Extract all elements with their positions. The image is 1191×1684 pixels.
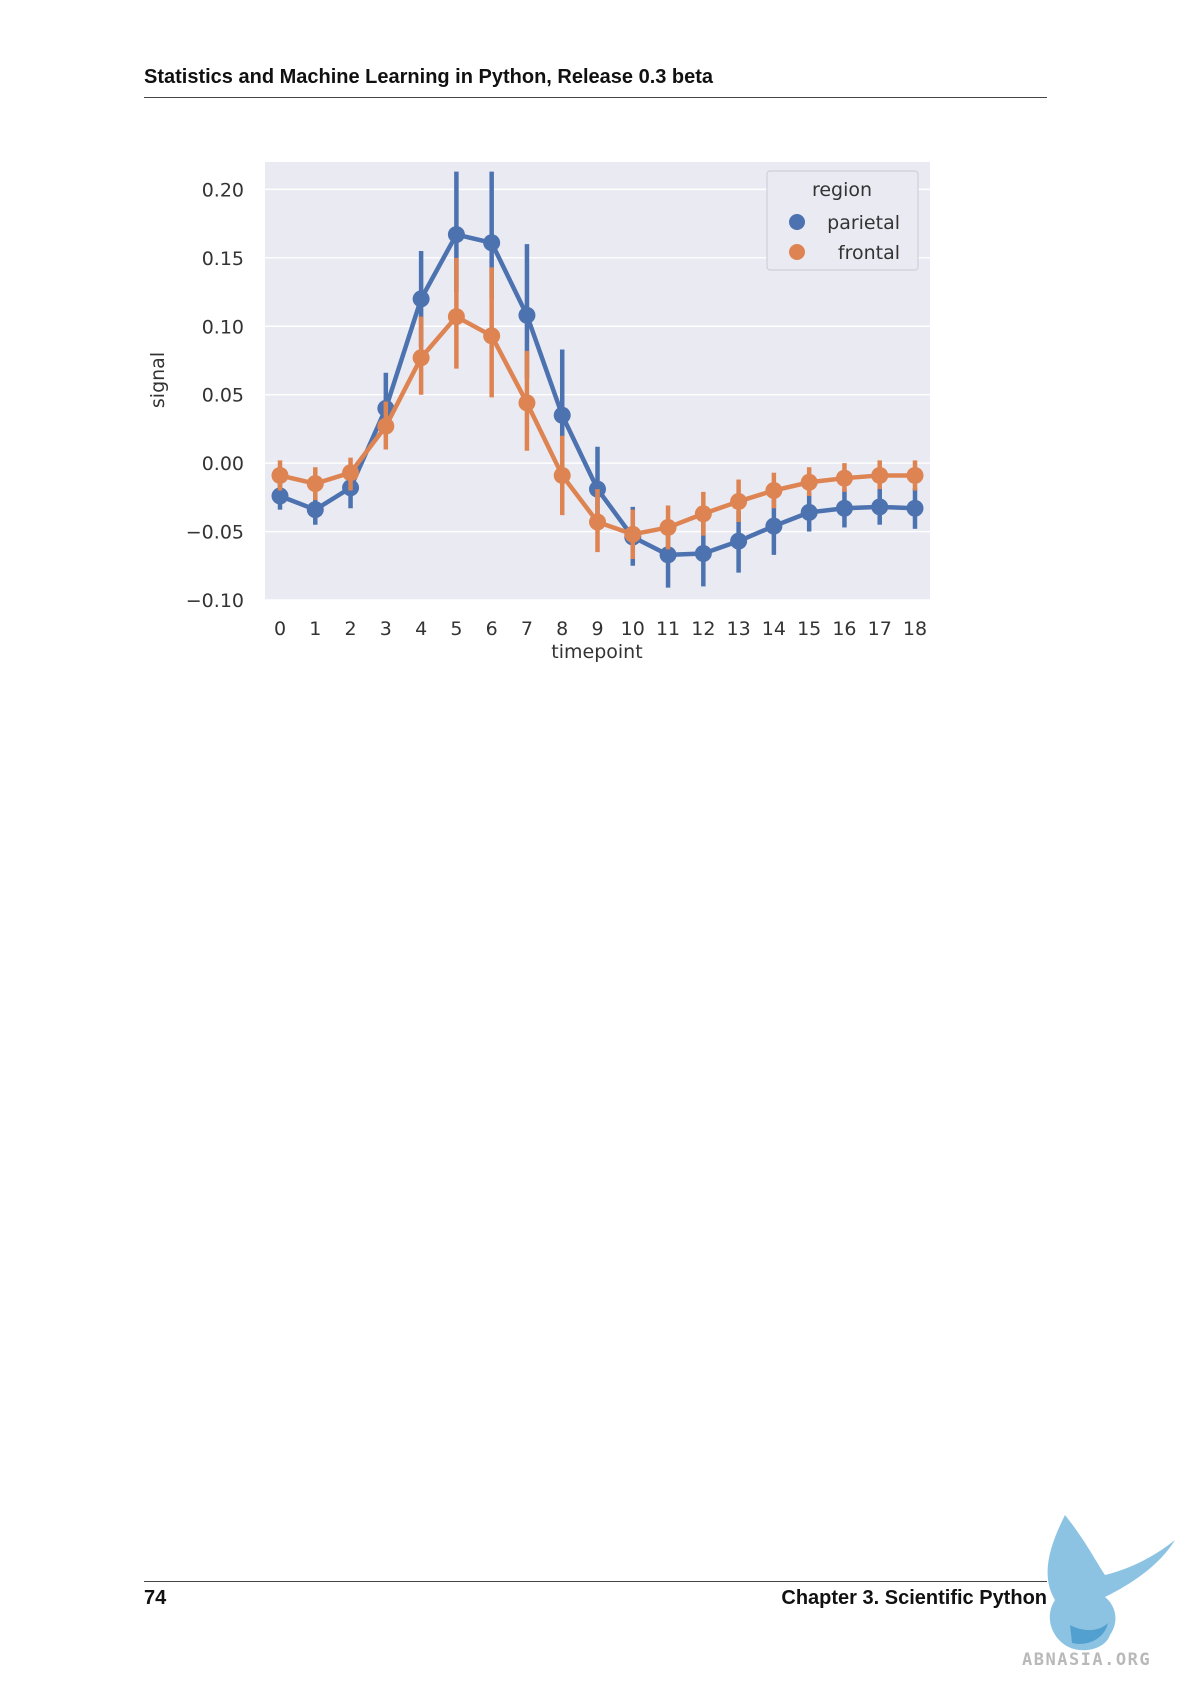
series-frontal xyxy=(271,257,924,559)
page-number: 74 xyxy=(144,1587,167,1609)
x-tick-label: 18 xyxy=(903,618,927,640)
y-tick-label: 0.00 xyxy=(202,453,244,475)
data-point-frontal xyxy=(553,466,571,484)
y-tick-label: 0.10 xyxy=(202,316,244,338)
data-point-frontal xyxy=(271,466,289,484)
x-tick-label: 0 xyxy=(274,618,286,640)
data-point-frontal xyxy=(518,394,536,412)
y-tick-label: 0.20 xyxy=(202,179,244,201)
data-point-frontal xyxy=(447,308,465,326)
data-point-frontal xyxy=(377,417,395,435)
x-tick-label: 13 xyxy=(727,618,751,640)
header-rule xyxy=(144,97,1047,98)
y-axis-label: signal xyxy=(147,352,169,408)
x-tick-label: 17 xyxy=(868,618,892,640)
data-point-parietal xyxy=(306,501,324,519)
legend-box xyxy=(766,170,919,271)
running-header: Statistics and Machine Learning in Pytho… xyxy=(144,66,714,88)
y-tick-labels: 0.20 0.15 0.10 0.05 0.00 −0.05 −0.10 xyxy=(186,179,244,612)
legend-marker-frontal xyxy=(789,244,805,260)
data-point-parietal xyxy=(483,234,501,252)
data-point-frontal xyxy=(730,492,748,510)
data-point-frontal xyxy=(624,525,642,543)
data-point-frontal xyxy=(483,327,501,345)
chapter-title: Chapter 3. Scientific Python xyxy=(781,1587,1047,1609)
y-tick-label: −0.10 xyxy=(186,590,244,612)
y-tick-label: 0.15 xyxy=(202,248,244,270)
data-point-parietal xyxy=(271,487,289,505)
x-tick-label: 14 xyxy=(762,618,786,640)
x-tick-label: 3 xyxy=(380,618,392,640)
x-tick-label: 2 xyxy=(345,618,357,640)
data-point-parietal xyxy=(447,226,465,244)
data-point-parietal xyxy=(412,290,430,308)
legend-label-parietal: parietal xyxy=(827,212,900,234)
watermark-text: ABNASIA.ORG xyxy=(1022,1650,1152,1670)
data-point-parietal xyxy=(906,499,924,517)
y-tick-label: −0.05 xyxy=(186,522,244,544)
x-tick-label: 6 xyxy=(486,618,498,640)
data-point-parietal xyxy=(730,532,748,550)
x-tick-label: 11 xyxy=(656,618,680,640)
data-point-parietal xyxy=(659,546,677,564)
data-point-parietal xyxy=(553,406,571,424)
data-point-frontal xyxy=(659,518,677,536)
data-point-frontal xyxy=(871,466,889,484)
data-point-frontal xyxy=(835,469,853,487)
x-tick-label: 4 xyxy=(415,618,427,640)
legend-marker-parietal xyxy=(789,214,805,230)
data-point-parietal xyxy=(871,498,889,516)
x-tick-label: 12 xyxy=(691,618,715,640)
x-tick-label: 10 xyxy=(621,618,645,640)
x-tick-label: 15 xyxy=(797,618,821,640)
data-point-frontal xyxy=(906,466,924,484)
data-point-frontal xyxy=(765,482,783,499)
data-point-frontal xyxy=(306,475,324,493)
footer-rule xyxy=(144,1581,1047,1582)
x-tick-label: 1 xyxy=(309,618,321,640)
x-tick-label: 16 xyxy=(832,618,856,640)
x-tick-label: 8 xyxy=(556,618,568,640)
legend: region parietal frontal xyxy=(766,170,919,271)
series-layer xyxy=(271,171,924,588)
data-point-frontal xyxy=(342,464,360,482)
x-tick-label: 5 xyxy=(450,618,462,640)
griffin-logo-watermark xyxy=(1047,1515,1175,1651)
x-tick-labels: 0 1 2 3 4 5 6 7 8 9 10 11 12 13 14 15 16 17 18 xyxy=(274,618,927,640)
x-tick-label: 9 xyxy=(591,618,603,640)
data-point-parietal xyxy=(765,517,783,535)
data-point-parietal xyxy=(835,499,853,517)
data-point-frontal xyxy=(800,473,818,491)
data-point-frontal xyxy=(412,349,430,367)
legend-label-frontal: frontal xyxy=(838,242,900,264)
data-point-parietal xyxy=(800,503,818,521)
data-point-parietal xyxy=(694,544,712,562)
y-tick-label: 0.05 xyxy=(202,385,244,407)
data-point-parietal xyxy=(518,306,536,324)
data-point-frontal xyxy=(694,505,712,523)
x-axis-label: timepoint xyxy=(551,641,642,663)
legend-title: region xyxy=(812,179,872,201)
x-tick-label: 7 xyxy=(521,618,533,640)
data-point-frontal xyxy=(589,513,606,531)
